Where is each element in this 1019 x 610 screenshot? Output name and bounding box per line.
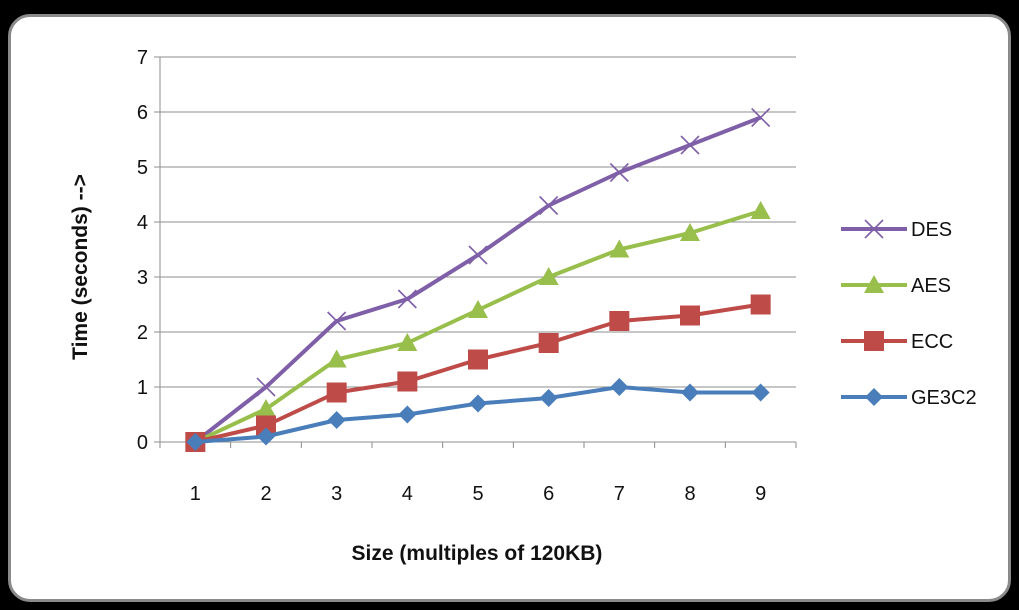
x-tick-label: 8	[684, 483, 695, 505]
y-axis-title: Time (seconds) -->	[69, 174, 92, 360]
legend-label-ecc: ECC	[911, 331, 953, 353]
data-point-ge3c2	[469, 394, 487, 413]
series-layer	[185, 107, 771, 452]
x-tick-label: 6	[543, 483, 554, 505]
x-axis-title: Size (multiples of 120KB)	[352, 542, 603, 565]
line-chart: 0 1 2 3 4 5 6 7 1 2 3 4 5 6 7 8 9 DES AES ECC GE3C2 Size (m…	[69, 47, 977, 565]
data-point-des-stroke	[468, 245, 488, 265]
legend-item-ecc: ECC	[841, 331, 953, 353]
y-tick-label: 4	[137, 212, 148, 234]
y-tick-label: 2	[137, 322, 148, 344]
legend-item-aes: AES	[841, 275, 951, 297]
data-point-ge3c2	[327, 411, 346, 429]
data-point-des-stroke	[256, 377, 276, 397]
legend-label-aes: AES	[911, 275, 951, 297]
x-tick-label: 9	[755, 483, 766, 505]
data-point-ecc	[680, 305, 700, 326]
x-tick-label: 2	[260, 483, 271, 505]
y-tick-label: 0	[137, 432, 148, 454]
legend-marker-des-stroke	[864, 219, 884, 239]
data-point-ecc	[256, 415, 276, 436]
data-point-des-stroke	[397, 289, 417, 309]
legend-marker-ge3c2	[865, 388, 883, 406]
data-point-ge3c2	[257, 427, 275, 446]
data-point-ecc	[397, 371, 418, 392]
series-ge3c2	[186, 378, 770, 451]
data-point-ecc	[750, 294, 771, 315]
legend-marker-ecc	[864, 331, 884, 351]
data-point-aes	[326, 349, 347, 368]
data-point-des	[468, 245, 488, 265]
data-point-ge3c2	[751, 383, 770, 402]
data-point-des	[327, 311, 347, 331]
legend-label-des: DES	[911, 219, 952, 241]
chart-frame: 0 1 2 3 4 5 6 7 1 2 3 4 5 6 7 8 9 DES AES ECC GE3C2 Size (m…	[8, 14, 1011, 602]
data-point-aes	[680, 223, 700, 241]
legend-marker-des	[864, 219, 884, 239]
legend-item-des: DES	[841, 219, 952, 241]
data-point-ecc	[468, 349, 488, 370]
legend-marker-aes	[864, 275, 884, 293]
data-point-ge3c2	[186, 433, 205, 451]
y-tick-label: 5	[137, 157, 148, 179]
x-tick-label: 1	[190, 483, 201, 505]
series-ecc	[185, 294, 771, 452]
data-point-des	[680, 135, 700, 155]
data-point-ecc	[609, 311, 630, 331]
x-tick-label: 5	[472, 483, 483, 505]
data-point-aes	[609, 239, 630, 258]
data-point-des-stroke	[539, 195, 559, 216]
data-point-des	[539, 195, 559, 216]
data-point-ge3c2	[539, 389, 558, 407]
data-point-aes	[397, 333, 418, 351]
data-point-ge3c2	[681, 383, 699, 402]
data-point-aes	[468, 300, 488, 318]
data-point-aes	[538, 267, 559, 285]
data-point-ge3c2	[610, 378, 629, 396]
gridlines	[160, 56, 796, 388]
data-point-ge3c2	[398, 405, 417, 424]
data-point-des	[609, 162, 629, 183]
data-point-des	[397, 289, 417, 309]
data-point-aes	[750, 201, 771, 219]
y-tick-label: 1	[137, 377, 148, 399]
axes: 0 1 2 3 4 5 6 7 1 2 3 4 5 6 7 8 9	[137, 47, 797, 505]
data-point-des-stroke	[680, 135, 700, 155]
x-tick-label: 3	[331, 483, 342, 505]
data-point-des-stroke	[327, 311, 347, 331]
legend-item-ge3c2: GE3C2	[841, 387, 977, 409]
y-tick-label: 3	[137, 267, 148, 289]
data-point-des	[256, 377, 276, 397]
data-point-ecc	[538, 333, 559, 353]
data-point-aes	[256, 399, 276, 417]
data-point-des-stroke	[751, 107, 771, 128]
y-tick-label: 7	[137, 47, 148, 69]
data-point-des-stroke	[609, 162, 629, 183]
y-tick-label: 6	[137, 102, 148, 124]
legend: DES AES ECC GE3C2	[841, 219, 977, 409]
x-tick-label: 7	[614, 483, 625, 505]
data-point-des	[751, 107, 771, 128]
legend-label-ge3c2: GE3C2	[911, 387, 977, 409]
x-tick-label: 4	[402, 483, 413, 505]
data-point-ecc	[326, 382, 347, 403]
